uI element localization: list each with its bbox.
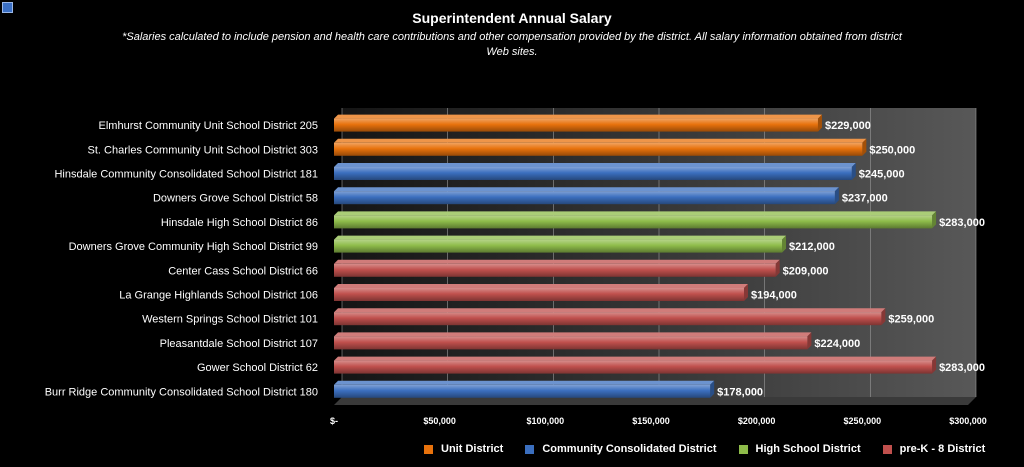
x-tick-label: $300,000	[949, 416, 987, 426]
category-label: Western Springs School District 101	[142, 314, 318, 326]
bar-end-cap	[932, 356, 937, 374]
bar-value-label: $237,000	[842, 193, 888, 205]
bar-top-face	[334, 259, 780, 264]
legend-item: High School District	[738, 443, 861, 455]
bar-top-face	[334, 114, 822, 119]
bar	[334, 191, 835, 205]
legend: Unit District Community Consolidated Dist…	[424, 443, 1007, 455]
x-tick-label: $200,000	[738, 416, 776, 426]
bar-end-cap	[807, 332, 812, 350]
bar-value-label: $178,000	[717, 386, 763, 398]
bar-end-cap	[710, 380, 715, 398]
category-label: St. Charles Community Unit School Distri…	[88, 144, 318, 156]
category-label: Burr Ridge Community Consolidated School…	[45, 386, 318, 398]
legend-item: pre-K - 8 District	[882, 443, 986, 455]
bar-end-cap	[851, 163, 856, 180]
bar-value-label: $259,000	[888, 314, 934, 326]
bar	[334, 312, 882, 326]
bar	[334, 384, 711, 398]
bar-value-label: $229,000	[825, 120, 871, 132]
bar-value-label: $250,000	[869, 144, 915, 156]
legend-swatch	[525, 444, 535, 454]
bar	[334, 336, 808, 350]
chart-floor	[334, 397, 976, 405]
bar-top-face	[334, 163, 856, 167]
x-tick-label: $100,000	[527, 416, 565, 426]
bar-top-face	[334, 235, 787, 240]
bar-top-face	[334, 187, 839, 192]
bar-end-cap	[817, 114, 822, 132]
legend-swatch	[424, 444, 433, 454]
bar-top-face	[334, 138, 867, 143]
bar	[334, 239, 783, 253]
legend-label: Community Consolidated District	[542, 443, 717, 455]
chart-title: Superintendent Annual Salary	[412, 10, 612, 26]
category-label: Downers Grove Community High School Dist…	[69, 241, 318, 253]
bar-top-face	[334, 211, 937, 216]
bar-value-label: $212,000	[789, 241, 835, 253]
category-label: Center Cass School District 66	[168, 265, 318, 277]
category-label: Hinsdale High School District 86	[161, 217, 318, 229]
bar	[334, 263, 776, 277]
category-label: Pleasantdale School District 107	[160, 338, 318, 350]
bar	[334, 288, 744, 301]
bar-value-label: $194,000	[751, 290, 797, 302]
category-label: La Grange Highlands School District 106	[119, 290, 318, 302]
bar	[334, 360, 933, 374]
x-tick-label: $50,000	[423, 416, 456, 426]
category-label: Gower School District 62	[197, 362, 318, 374]
bar-top-face	[334, 284, 748, 288]
legend-label: High School District	[755, 443, 861, 455]
bar	[334, 167, 852, 180]
bar-value-label: $209,000	[783, 265, 829, 277]
bar-end-cap	[782, 235, 787, 253]
legend-item: Community Consolidated District	[525, 443, 717, 455]
bar	[334, 118, 818, 132]
legend-label: Unit District	[441, 443, 504, 455]
x-tick-label: $-	[330, 416, 338, 426]
x-tick-label: $250,000	[844, 416, 882, 426]
bar-end-cap	[834, 187, 839, 205]
bar-end-cap	[862, 138, 867, 156]
chart-subtitle: *Salaries calculated to include pension …	[122, 31, 902, 58]
bar-value-label: $224,000	[814, 338, 860, 350]
legend-swatch	[738, 444, 748, 454]
bar-end-cap	[932, 211, 937, 229]
category-label: Downers Grove School District 58	[153, 193, 318, 205]
bar-value-label: $283,000	[939, 362, 985, 374]
bar-top-face	[334, 332, 812, 337]
bar-value-label: $283,000	[939, 217, 985, 229]
bar-end-cap	[881, 308, 886, 326]
bar-end-cap	[775, 259, 780, 277]
bar-top-face	[334, 356, 937, 361]
category-label: Elmhurst Community Unit School District …	[99, 120, 318, 132]
bar	[334, 142, 863, 156]
legend-item: Unit District	[424, 443, 503, 455]
bar-top-face	[334, 308, 886, 313]
legend-label: pre-K - 8 District	[899, 443, 986, 455]
legend-swatch	[882, 444, 892, 454]
category-label: Hinsdale Community Consolidated School D…	[54, 169, 318, 181]
window-corner-icon	[2, 2, 13, 13]
bar-end-cap	[743, 284, 748, 301]
bar-value-label: $245,000	[859, 169, 905, 181]
x-tick-label: $150,000	[632, 416, 670, 426]
bar-top-face	[334, 380, 715, 385]
bar	[334, 215, 933, 229]
